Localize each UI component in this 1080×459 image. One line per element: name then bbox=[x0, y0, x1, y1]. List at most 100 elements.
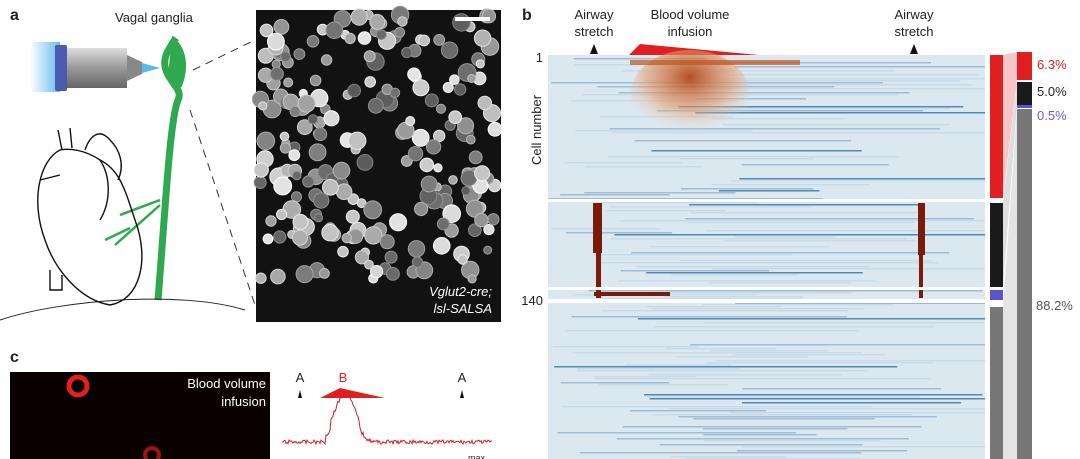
heatmap-row bbox=[649, 398, 985, 400]
heatmap-row bbox=[678, 416, 937, 418]
image-caption: Vglut2-cre; bbox=[429, 284, 492, 299]
heatmap-row bbox=[690, 344, 985, 346]
neuron bbox=[397, 16, 408, 27]
neuron bbox=[270, 268, 286, 285]
neuron bbox=[321, 224, 339, 242]
heatmap-row bbox=[702, 304, 893, 306]
heatmap-row bbox=[711, 268, 985, 270]
heatmap-row bbox=[680, 158, 814, 160]
stimulus-label: Blood volume bbox=[651, 7, 730, 22]
heatmap-row bbox=[732, 354, 886, 356]
neuron bbox=[433, 163, 443, 173]
heatmap-row bbox=[737, 450, 908, 452]
heatmap-row bbox=[642, 292, 852, 294]
neuron bbox=[356, 154, 374, 171]
heatmap-row bbox=[729, 412, 985, 414]
neuron bbox=[280, 51, 291, 63]
heatmap-row bbox=[733, 74, 979, 76]
heatmap-row bbox=[687, 222, 915, 224]
neuron bbox=[306, 35, 320, 48]
neuron bbox=[307, 114, 318, 125]
fraction-label: 88.2% bbox=[1036, 298, 1073, 313]
neuron bbox=[345, 209, 360, 224]
neuron bbox=[483, 224, 495, 236]
neuron bbox=[293, 48, 306, 60]
neuron bbox=[389, 213, 408, 232]
scale-bar bbox=[455, 17, 490, 21]
row-label: 1 bbox=[536, 50, 543, 65]
neuron bbox=[487, 121, 503, 137]
neuron bbox=[379, 234, 395, 250]
heatmap-row bbox=[594, 376, 697, 378]
neuron bbox=[474, 212, 489, 228]
heatmap-row bbox=[695, 112, 985, 114]
heatmap-row bbox=[665, 348, 776, 350]
neuron bbox=[436, 217, 450, 231]
neuron bbox=[367, 97, 384, 114]
heatmap-row bbox=[742, 446, 985, 448]
neuron bbox=[262, 233, 274, 245]
neuron bbox=[255, 272, 267, 284]
heatmap-row bbox=[557, 432, 797, 434]
heatmap-row bbox=[601, 310, 848, 312]
neuron bbox=[453, 83, 467, 96]
heatmap-row bbox=[722, 124, 950, 126]
neuron bbox=[412, 79, 430, 97]
heatmap-row bbox=[644, 394, 983, 396]
cell-layer bbox=[251, 5, 503, 285]
heatmap-row bbox=[625, 364, 731, 366]
ganglion bbox=[168, 36, 187, 91]
neuron bbox=[319, 268, 330, 279]
neuron bbox=[309, 74, 322, 87]
neuron bbox=[414, 201, 429, 217]
neuron bbox=[386, 267, 400, 281]
heatmap-row bbox=[616, 438, 909, 440]
row-label: 140 bbox=[521, 293, 543, 308]
trace-marker: A bbox=[458, 370, 467, 385]
neuron bbox=[432, 237, 451, 255]
heatmap-row bbox=[598, 384, 729, 386]
neuron bbox=[483, 245, 493, 255]
neuron bbox=[323, 110, 340, 127]
neuron bbox=[411, 128, 430, 147]
neuron bbox=[357, 31, 372, 45]
image-caption: infusion bbox=[221, 394, 266, 409]
neuron bbox=[258, 101, 268, 111]
neuron bbox=[313, 192, 330, 209]
calcium-image bbox=[10, 372, 270, 459]
stimulus-label: Airway bbox=[574, 7, 614, 22]
heatmap-row bbox=[703, 434, 817, 436]
neuron bbox=[302, 175, 315, 188]
neuron bbox=[452, 13, 471, 32]
zoom-lines bbox=[189, 39, 256, 306]
neuron bbox=[350, 8, 368, 26]
neuron bbox=[465, 199, 484, 218]
heatmap-row bbox=[607, 156, 899, 158]
neuron bbox=[420, 175, 438, 193]
heatmap-row bbox=[637, 318, 985, 320]
heatmap-row bbox=[610, 238, 908, 240]
heatmap-row bbox=[629, 410, 767, 412]
neuron bbox=[364, 76, 377, 88]
heatmap-row bbox=[705, 230, 985, 232]
heatmap bbox=[548, 55, 985, 459]
neuron bbox=[322, 178, 339, 196]
infusion-marker bbox=[628, 44, 770, 56]
heatmap-row bbox=[646, 306, 782, 308]
neuron bbox=[442, 204, 462, 223]
heatmap-row bbox=[742, 402, 961, 404]
neuron bbox=[354, 250, 369, 265]
heatmap-row bbox=[671, 274, 797, 276]
heatmap-row bbox=[552, 346, 699, 348]
heatmap-row bbox=[614, 234, 985, 236]
neuron bbox=[288, 149, 301, 162]
neuron bbox=[411, 256, 423, 268]
heatmap-row bbox=[731, 180, 985, 182]
heatmap-row bbox=[652, 308, 864, 310]
neuron bbox=[292, 213, 309, 230]
neuron bbox=[424, 93, 439, 108]
neuron bbox=[435, 103, 447, 114]
heatmap-row bbox=[631, 252, 950, 254]
heatmap-row bbox=[707, 362, 934, 364]
neuron bbox=[467, 274, 477, 284]
